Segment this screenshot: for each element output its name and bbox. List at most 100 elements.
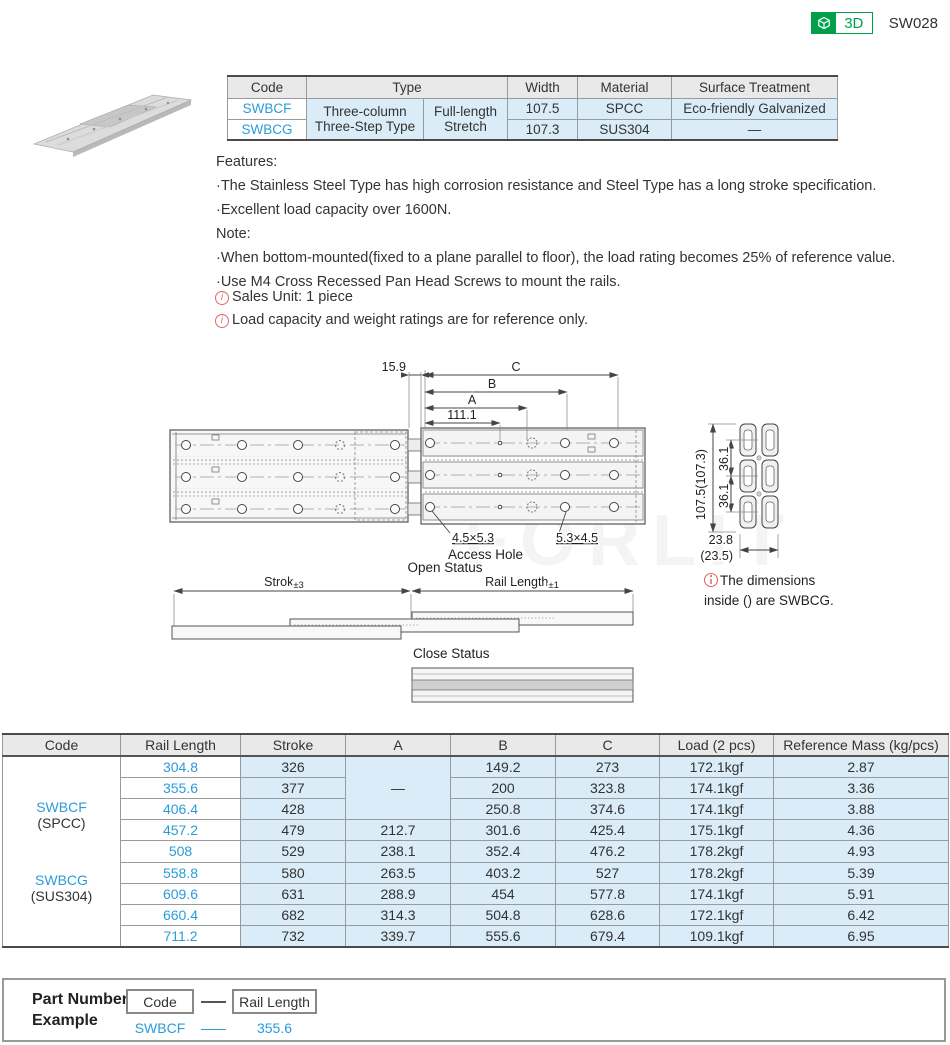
c-cell: 476.2	[555, 840, 660, 863]
mass-cell: 2.87	[773, 755, 949, 778]
hole-callouts: 4.5×5.3 Access Hole 5.3×4.5	[431, 510, 600, 564]
header-cell: A	[345, 733, 451, 757]
part-series-code: SW028	[888, 14, 938, 32]
dim-label-pitch: 111.1	[447, 408, 476, 422]
b-cell: 149.2	[450, 755, 556, 778]
stroke-cell: 377	[240, 776, 346, 799]
pn-example-code: SWBCF	[134, 1020, 186, 1036]
header-cell: Reference Mass (kg/pcs)	[773, 733, 949, 757]
rail-length-cell: 609.6	[120, 882, 241, 906]
surface-cell: Eco-friendly Galvanized	[671, 97, 838, 120]
header-cell: Rail Length	[120, 733, 241, 757]
info-text: Load capacity and weight ratings are for…	[232, 312, 588, 328]
header-cell: Stroke	[240, 733, 346, 757]
top-dimensions: 15.9 C B A 111.1	[380, 359, 619, 440]
rail-length-cell: 508	[120, 840, 241, 863]
code-group-swbcg: SWBCG (SUS304)	[30, 872, 93, 905]
width-cell: 107.3	[507, 118, 578, 141]
part-number-example-box: Part Number Example Code Rail Length SWB…	[2, 978, 946, 1042]
mass-cell: 3.36	[773, 776, 949, 799]
load-cell: 178.2kgf	[659, 840, 774, 863]
table-row: 508 529 238.1 352.4 476.2 178.2kgf 4.93	[3, 840, 949, 863]
load-cell: 109.1kgf	[659, 925, 774, 948]
c-cell: 323.8	[555, 776, 660, 799]
load-cell: 172.1kgf	[659, 904, 774, 927]
hole-size-2: 5.3×4.5	[556, 531, 598, 545]
load-cell: 172.1kgf	[659, 755, 774, 778]
size-table: Code Rail Length Stroke A B C Load (2 pc…	[2, 733, 949, 948]
c-cell: 577.8	[555, 882, 660, 906]
c-cell: 679.4	[555, 925, 660, 948]
load-cell: 178.2kgf	[659, 861, 774, 884]
drawing-note-line1: The dimensions	[720, 573, 816, 588]
b-cell: 555.6	[450, 925, 556, 948]
view-3d-button[interactable]: 3D	[810, 12, 873, 34]
table-row: 355.6 377 200 323.8 174.1kgf 3.36	[3, 776, 949, 799]
info-icon	[215, 313, 229, 328]
c-cell: 425.4	[555, 819, 660, 842]
stroke-cell: 580	[240, 861, 346, 884]
drawing-note-line2: inside () are SWBCG.	[704, 593, 834, 608]
stroke-cell: 479	[240, 819, 346, 842]
info-line: Sales Unit: 1 piece	[215, 286, 588, 309]
a-cell: 339.7	[345, 925, 451, 948]
a-cell: 288.9	[345, 882, 451, 906]
dim-label-depth: 23.8	[709, 533, 733, 547]
dim-label-inner2: 36.1	[717, 484, 731, 508]
table-row: 660.4 682 314.3 504.8 628.6 172.1kgf 6.4…	[3, 904, 949, 927]
stroke-cell: 631	[240, 882, 346, 906]
mass-cell: 5.39	[773, 861, 949, 884]
dim-label-offset: 15.9	[382, 360, 406, 374]
spec-row-swbcg: SWBCG 107.3 SUS304 —	[227, 118, 838, 141]
header-cell-type: Type	[306, 75, 508, 99]
code-cell: SWBCG	[227, 118, 307, 141]
c-cell: 273	[555, 755, 660, 778]
header-cell: Code	[2, 733, 121, 757]
surface-cell: —	[671, 118, 838, 141]
cross-section-view: 107.5(107.3) 36.1 36.1 23.8 (23.5)	[693, 423, 779, 565]
mass-cell: 3.88	[773, 797, 949, 821]
mass-cell: 5.91	[773, 882, 949, 906]
mass-cell: 4.36	[773, 819, 949, 842]
info-icon	[215, 290, 229, 305]
close-status-label: Close Status	[413, 646, 490, 661]
dim-label-inner1: 36.1	[717, 447, 731, 471]
load-cell: 175.1kgf	[659, 819, 774, 842]
open-status-label: Open Status	[407, 560, 482, 575]
a-cell: 212.7	[345, 819, 451, 842]
pn-connector-line	[201, 1001, 226, 1003]
pn-rail-length-box: Rail Length	[232, 989, 317, 1014]
close-status-view: Close Status	[411, 645, 634, 703]
header-cell: B	[450, 733, 556, 757]
rail-extended-view	[169, 429, 422, 523]
b-cell: 352.4	[450, 840, 556, 863]
table-row: 457.2 479 212.7 301.6 425.4 175.1kgf 4.3…	[3, 819, 949, 842]
material-cell: SUS304	[577, 118, 672, 141]
load-cell: 174.1kgf	[659, 797, 774, 821]
stroke-cell: 529	[240, 840, 346, 863]
a-cell: 238.1	[345, 840, 451, 863]
b-cell: 403.2	[450, 861, 556, 884]
rail-length-cell: 304.8	[120, 755, 241, 778]
stroke-cell: 732	[240, 925, 346, 948]
c-cell: 374.6	[555, 797, 660, 821]
technical-drawing: FORLIT	[169, 359, 835, 703]
width-cell: 107.5	[507, 97, 578, 120]
header-cell: C	[555, 733, 660, 757]
info-line: Load capacity and weight ratings are for…	[215, 309, 588, 332]
stroke-cell: 682	[240, 904, 346, 927]
pn-code-box: Code	[126, 989, 194, 1014]
dim-label-height: 107.5(107.3)	[694, 449, 708, 520]
table-row: 406.4 428 250.8 374.6 174.1kgf 3.88	[3, 797, 949, 821]
rail-length-cell: 711.2	[120, 925, 241, 948]
rail-length-cell: 558.8	[120, 861, 241, 884]
code-group-cell: SWBCF (SPCC) SWBCG (SUS304)	[2, 755, 121, 948]
rail-length-cell: 660.4	[120, 904, 241, 927]
type-stretch-cell: Full-length Stretch	[423, 97, 508, 141]
b-cell: 250.8	[450, 797, 556, 821]
feature-item: ·The Stainless Steel Type has high corro…	[216, 178, 877, 194]
rail-length-cell: 457.2	[120, 819, 241, 842]
features-block: Features: ·The Stainless Steel Type has …	[216, 150, 895, 294]
b-cell: 454	[450, 882, 556, 906]
mass-cell: 6.42	[773, 904, 949, 927]
